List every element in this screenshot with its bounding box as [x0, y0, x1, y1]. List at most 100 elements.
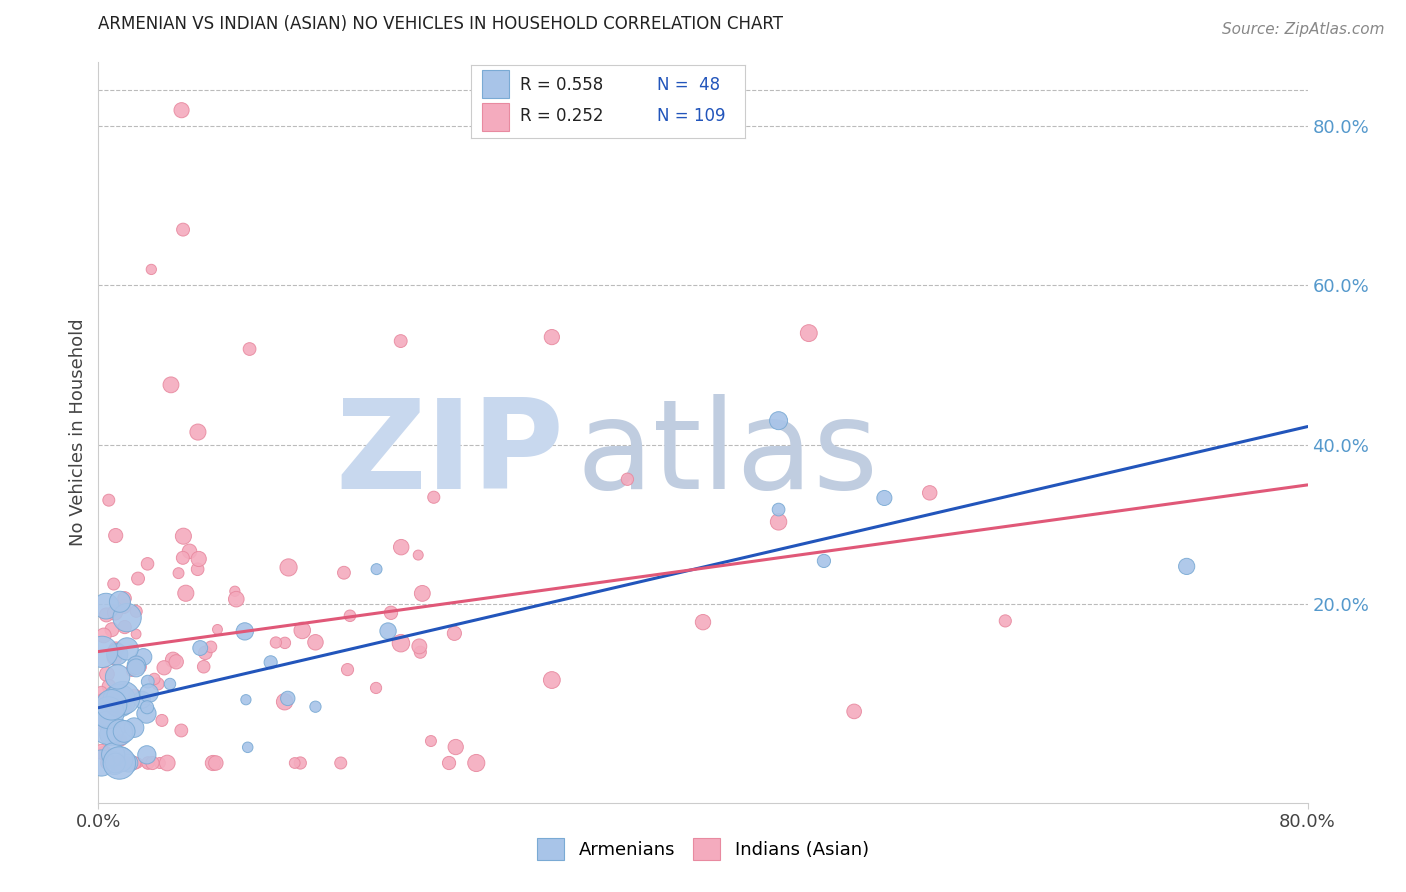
- Point: [122, 721, 145, 735]
- Point: [200, 640, 222, 654]
- Point: [768, 502, 790, 516]
- Point: [115, 641, 138, 656]
- Point: [105, 642, 128, 657]
- Point: [136, 557, 159, 571]
- Point: [167, 566, 190, 581]
- Point: [141, 756, 163, 770]
- Point: [124, 756, 146, 770]
- Point: [97, 721, 120, 735]
- Point: [207, 623, 229, 637]
- Point: [146, 677, 169, 691]
- Point: [389, 540, 412, 554]
- Point: [233, 624, 256, 639]
- Point: [918, 486, 941, 500]
- Point: [96, 667, 118, 681]
- Point: [94, 747, 117, 761]
- Point: [125, 658, 148, 673]
- Point: [380, 606, 402, 620]
- Text: ZIP: ZIP: [335, 394, 564, 516]
- Point: [110, 752, 132, 766]
- Point: [110, 698, 132, 712]
- Point: [994, 614, 1017, 628]
- Point: [104, 756, 127, 770]
- Point: [194, 646, 217, 660]
- Text: N = 109: N = 109: [658, 107, 725, 125]
- Point: [768, 414, 790, 428]
- Point: [150, 714, 173, 728]
- Point: [104, 606, 127, 620]
- Point: [205, 756, 228, 770]
- Point: [125, 655, 148, 669]
- Point: [129, 660, 152, 674]
- Point: [132, 649, 155, 664]
- Point: [159, 677, 181, 691]
- Point: [143, 672, 166, 686]
- Point: [96, 756, 118, 770]
- Point: [136, 674, 159, 689]
- Point: [110, 733, 132, 747]
- Point: [259, 656, 281, 670]
- Point: [124, 756, 146, 770]
- Point: [172, 529, 194, 543]
- Point: [277, 560, 299, 574]
- Point: [768, 515, 790, 529]
- Point: [94, 707, 117, 722]
- Point: [156, 756, 179, 770]
- Point: [103, 650, 125, 665]
- Point: [97, 493, 120, 508]
- Point: [409, 645, 432, 659]
- Point: [90, 685, 112, 699]
- Point: [364, 681, 387, 695]
- Point: [114, 620, 136, 634]
- Point: [131, 693, 153, 707]
- Point: [114, 701, 136, 715]
- Point: [100, 727, 122, 741]
- Point: [333, 566, 356, 580]
- Text: atlas: atlas: [576, 394, 879, 516]
- Point: [423, 490, 446, 504]
- Point: [121, 662, 143, 676]
- Point: [118, 756, 141, 770]
- Point: [136, 700, 159, 714]
- Point: [813, 554, 835, 568]
- Point: [170, 723, 193, 738]
- Point: [844, 705, 866, 719]
- Point: [873, 491, 896, 505]
- Point: [304, 699, 326, 714]
- Point: [160, 377, 183, 392]
- Point: [103, 577, 125, 591]
- Text: N =  48: N = 48: [658, 76, 720, 94]
- Point: [91, 695, 114, 709]
- Point: [107, 670, 129, 684]
- Point: [90, 756, 112, 770]
- Point: [105, 702, 128, 716]
- Point: [277, 691, 299, 706]
- Point: [201, 756, 224, 770]
- Point: [125, 661, 148, 675]
- Point: [329, 756, 352, 770]
- Point: [105, 648, 128, 662]
- Point: [103, 756, 125, 770]
- Point: [125, 627, 148, 641]
- Y-axis label: No Vehicles in Household: No Vehicles in Household: [69, 318, 87, 547]
- Point: [172, 222, 194, 236]
- Point: [366, 562, 388, 576]
- Point: [127, 756, 149, 770]
- Point: [108, 756, 131, 770]
- Point: [93, 628, 115, 642]
- Point: [540, 330, 562, 344]
- Point: [121, 664, 143, 678]
- Point: [465, 756, 488, 770]
- Point: [136, 756, 159, 770]
- Point: [290, 756, 312, 770]
- Point: [377, 624, 399, 638]
- Text: Source: ZipAtlas.com: Source: ZipAtlas.com: [1222, 22, 1385, 37]
- Point: [411, 586, 433, 600]
- Point: [94, 599, 117, 614]
- Point: [1175, 559, 1198, 574]
- Point: [96, 607, 118, 622]
- Point: [114, 591, 136, 606]
- Point: [101, 623, 124, 637]
- Point: [98, 679, 121, 693]
- Point: [97, 706, 120, 720]
